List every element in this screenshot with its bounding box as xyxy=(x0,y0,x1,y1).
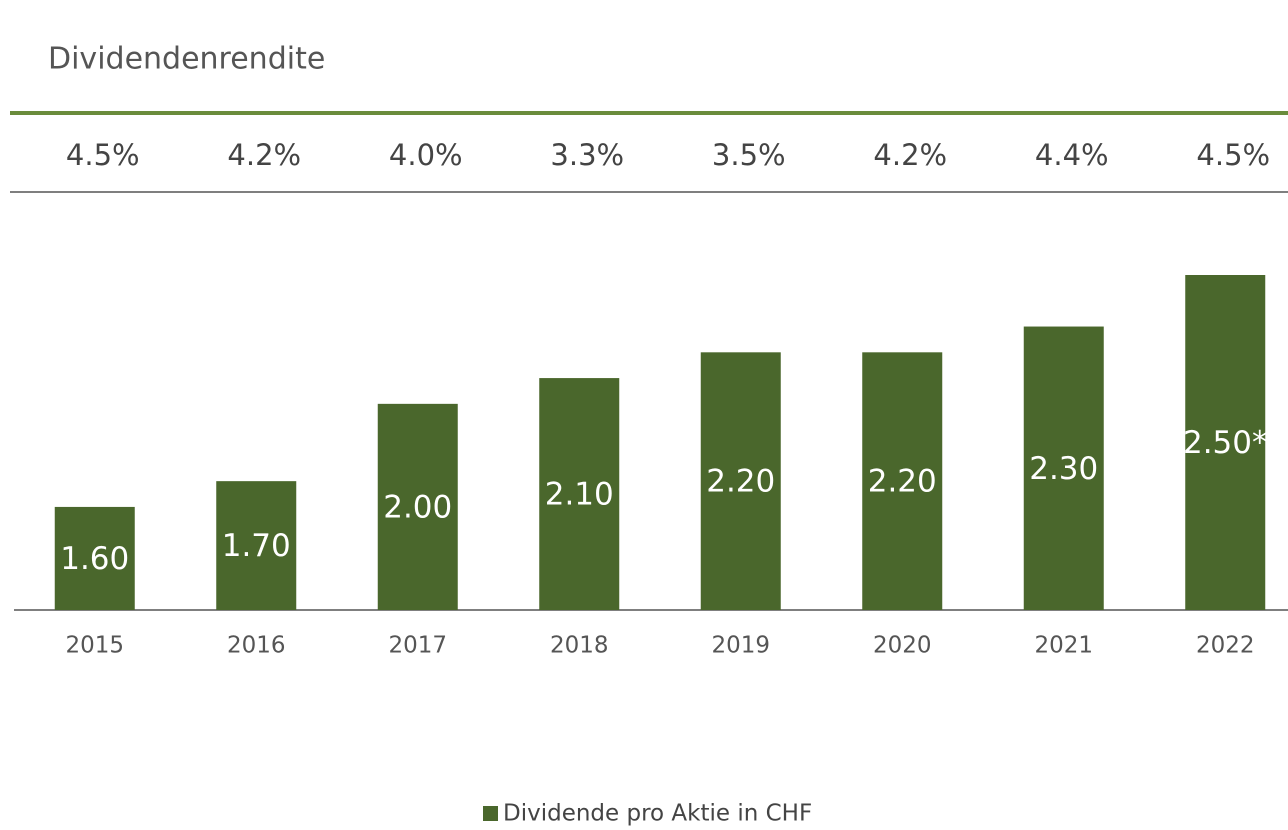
yield-label: 4.5% xyxy=(66,138,140,172)
yield-label: 4.4% xyxy=(1035,138,1109,172)
bar xyxy=(1185,275,1266,610)
yield-label: 4.0% xyxy=(389,138,463,172)
x-tick-label: 2017 xyxy=(388,633,447,659)
yield-label: 4.5% xyxy=(1196,138,1270,172)
value-label: 2.30 xyxy=(1029,451,1098,487)
yield-label: 3.5% xyxy=(712,138,786,172)
bar xyxy=(700,352,781,610)
value-label: 1.70 xyxy=(222,528,291,564)
x-tick-label: 2016 xyxy=(227,633,286,659)
value-label: 2.50* xyxy=(1183,425,1268,461)
value-label: 2.00 xyxy=(383,489,452,525)
value-label: 2.20 xyxy=(706,464,775,500)
x-tick-label: 2018 xyxy=(550,633,609,659)
bar xyxy=(862,352,943,610)
x-tick-label: 2020 xyxy=(873,633,932,659)
bar xyxy=(1023,326,1104,610)
value-label: 1.60 xyxy=(60,541,129,577)
value-label: 2.20 xyxy=(868,464,937,500)
yield-label: 4.2% xyxy=(227,138,301,172)
x-tick-label: 2021 xyxy=(1034,633,1093,659)
legend-label: Dividende pro Aktie in CHF xyxy=(503,801,812,827)
yield-title: Dividendenrendite xyxy=(48,42,325,77)
yield-label: 4.2% xyxy=(873,138,947,172)
value-label: 2.10 xyxy=(545,477,614,513)
x-tick-label: 2019 xyxy=(711,633,770,659)
x-tick-label: 2022 xyxy=(1196,633,1255,659)
legend-swatch xyxy=(483,806,498,821)
bar xyxy=(54,506,135,610)
bar xyxy=(377,403,458,610)
bar xyxy=(539,378,620,610)
bar xyxy=(216,481,297,610)
yield-label: 3.3% xyxy=(550,138,624,172)
x-tick-label: 2015 xyxy=(65,633,124,659)
